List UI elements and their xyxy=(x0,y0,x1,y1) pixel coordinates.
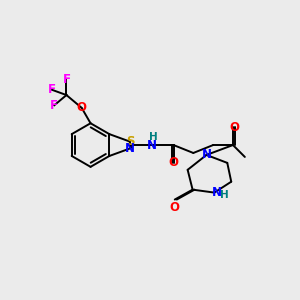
Text: S: S xyxy=(126,135,134,148)
Text: N: N xyxy=(202,148,212,161)
Text: O: O xyxy=(170,201,180,214)
Text: N: N xyxy=(212,186,221,199)
Text: N: N xyxy=(125,142,135,155)
Text: H: H xyxy=(220,190,229,200)
Text: F: F xyxy=(48,83,56,96)
Text: F: F xyxy=(62,73,70,86)
Text: O: O xyxy=(169,156,178,170)
Text: N: N xyxy=(147,139,157,152)
Text: O: O xyxy=(229,121,239,134)
Text: F: F xyxy=(50,99,58,112)
Text: O: O xyxy=(76,101,87,114)
Text: H: H xyxy=(149,132,158,142)
